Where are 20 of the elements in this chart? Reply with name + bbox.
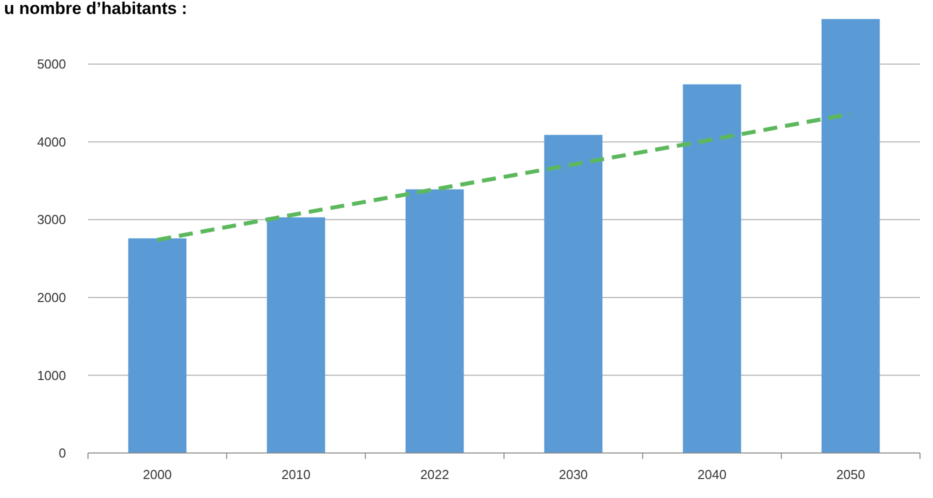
x-tick-label: 2040 (698, 467, 726, 482)
y-tick-label: 1000 (37, 368, 66, 383)
y-tick-label: 3000 (37, 212, 66, 228)
x-tick-label: 2030 (558, 467, 588, 482)
y-tick-label: 0 (58, 446, 66, 461)
chart-title: u nombre d’habitants : (4, 0, 188, 18)
x-tick-label: 2000 (142, 467, 172, 482)
y-tick-label: 2000 (37, 290, 66, 305)
line-series (155, 112, 853, 242)
y-tick-label: 5000 (37, 56, 66, 72)
bar (682, 84, 742, 453)
x-tick-label: 2050 (836, 467, 866, 482)
x-tick-label: 2022 (420, 467, 450, 482)
bar (822, 19, 880, 453)
bar (406, 189, 464, 453)
y-tick-label: 4000 (37, 134, 66, 150)
bar (266, 217, 326, 453)
x-tick-label: 2010 (282, 467, 310, 482)
bar (544, 134, 602, 453)
bar (128, 238, 186, 453)
